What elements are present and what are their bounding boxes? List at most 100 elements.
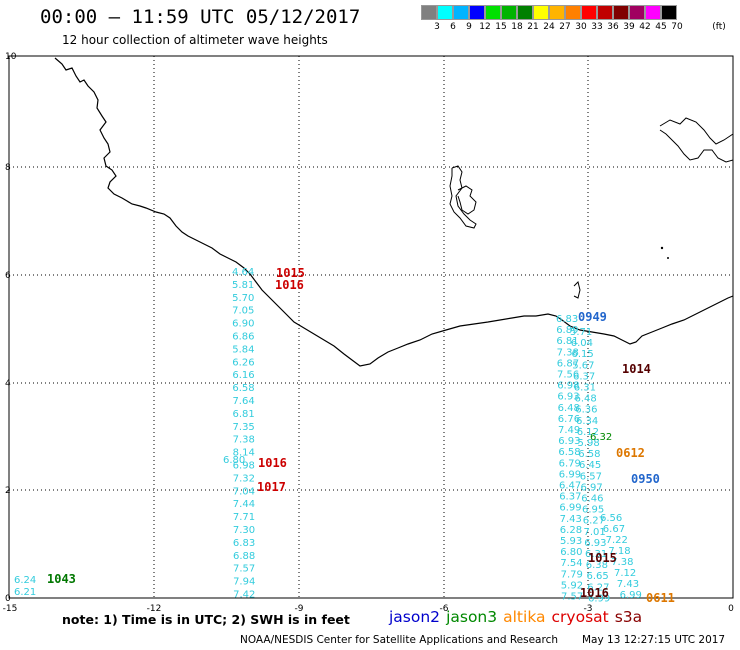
wave-height-value: 6.89	[556, 325, 578, 336]
wave-height-value: 7.04	[233, 486, 255, 497]
wave-height-value: 7.79	[561, 569, 583, 580]
wave-height-value: 6.28	[560, 525, 582, 536]
color-scale-label: 45	[655, 22, 667, 32]
wave-height-value: 7.57	[233, 564, 255, 575]
wave-height-value: 7.57	[561, 592, 583, 603]
wave-height-value: 7.38	[557, 347, 579, 358]
color-swatch	[533, 5, 549, 20]
wave-height-value: 7.35	[233, 422, 255, 433]
island-outline	[449, 165, 477, 229]
island-outline	[457, 185, 477, 215]
wave-height-value: 6.81	[556, 336, 578, 347]
coastline-path	[54, 57, 734, 367]
color-swatch	[437, 5, 453, 20]
wave-height-value: 6.47	[559, 481, 581, 492]
wave-height-value: 7.64	[232, 396, 254, 407]
color-scale	[421, 5, 677, 20]
wave-height-value: 6.98	[233, 461, 255, 472]
color-swatch	[517, 5, 533, 20]
wave-height-value: 6.27	[583, 516, 605, 527]
wave-height-value: 7.42	[233, 590, 255, 601]
color-swatch	[469, 5, 485, 20]
pass-time-label: 0611	[646, 591, 675, 605]
wave-height-value: 5.93	[560, 536, 582, 547]
wave-height-value: 6.67	[603, 524, 625, 535]
color-scale-label: 24	[543, 22, 555, 32]
wave-height-value: 7.18	[608, 546, 630, 557]
color-swatch	[629, 5, 645, 20]
wave-height-value: 7.71	[233, 512, 255, 523]
y-tick-label: 0	[5, 594, 11, 604]
color-scale-label: 9	[466, 22, 472, 32]
color-swatch	[597, 5, 613, 20]
wave-height-value: 6.26	[232, 357, 254, 368]
wave-height-value: 7.49	[558, 425, 580, 436]
wave-height-value: 7.54	[560, 558, 582, 569]
wave-height-value: 6.15	[572, 349, 594, 360]
x-tick-label: -9	[295, 604, 304, 614]
wave-height-value: 6.21	[14, 587, 36, 598]
legend-cryosat: cryosat	[551, 608, 609, 626]
color-scale-label: 21	[527, 22, 539, 32]
wave-height-value: 6.65	[587, 571, 609, 582]
wave-height-value: 6.37	[559, 492, 581, 503]
wave-height-value: 6.93	[558, 436, 580, 447]
color-scale-label: 33	[591, 22, 603, 32]
wave-height-value: 6.56	[600, 513, 622, 524]
wave-height-value: 6.79	[559, 458, 581, 469]
wave-height-value: 6.99	[588, 593, 610, 604]
pass-time-label: 1043	[47, 572, 76, 586]
wave-height-value: 6.46	[581, 494, 603, 505]
wave-height-value: 6.83	[556, 314, 578, 325]
wave-height-value: 7.05	[232, 306, 254, 317]
wave-height-value: 6.58	[578, 449, 600, 460]
color-swatch	[661, 5, 677, 20]
color-scale-label: 36	[607, 22, 619, 32]
legend-altika: altika	[503, 608, 546, 626]
wave-height-value: 6.98	[557, 381, 579, 392]
wave-height-value: 5.84	[232, 344, 254, 355]
wave-height-value: 6.16	[232, 370, 254, 381]
wave-height-value: 7.38	[611, 557, 633, 568]
color-swatch	[613, 5, 629, 20]
color-scale-labels: 3 6 9 12 15 18 21 24 27 30 33 36 39 42 45 70 (ft)	[421, 22, 740, 34]
color-scale-label: 30	[575, 22, 587, 32]
wave-height-value: 6.24	[14, 575, 36, 586]
wave-height-value: 6.90	[232, 319, 254, 330]
color-scale-label: 27	[559, 22, 571, 32]
color-swatch	[453, 5, 469, 20]
wave-height-value: 7.38	[233, 435, 255, 446]
wave-height-value: 6.80	[560, 547, 582, 558]
wave-height-value: 5.81	[232, 280, 254, 291]
wave-height-value: 4.64	[232, 267, 254, 278]
x-tick-label: 0	[728, 604, 734, 614]
pass-time-label: 1016	[580, 586, 609, 600]
color-scale-label: 39	[623, 22, 635, 32]
wave-height-value: 7.32	[233, 473, 255, 484]
wave-height-value: 7.44	[233, 499, 255, 510]
wave-height-value: 7.30	[233, 525, 255, 536]
wave-height-value: 6.31	[585, 549, 607, 560]
wave-height-value: 6.80	[223, 455, 245, 466]
color-swatch	[645, 5, 661, 20]
wave-height-value: 6.58	[558, 447, 580, 458]
wave-height-value: 6.93	[557, 392, 579, 403]
color-scale-label: 15	[495, 22, 507, 32]
wave-height-value: 6.48	[558, 403, 580, 414]
pass-time-labels: 1015101610161017094910140612095010151016…	[47, 266, 675, 605]
wave-height-value: 6.81	[232, 409, 254, 420]
wave-height-value: 7.56	[557, 370, 579, 381]
color-scale-label: 18	[511, 22, 523, 32]
color-swatch	[485, 5, 501, 20]
legend-s3a: s3a	[614, 608, 643, 626]
map-grid	[8, 55, 734, 599]
wave-height-value: 6.93	[584, 538, 606, 549]
wave-height-value: 6.38	[586, 560, 608, 571]
coastline	[54, 57, 734, 367]
wave-height-value: 6.27	[587, 582, 609, 593]
wave-height-value: 6.76	[558, 414, 580, 425]
wave-height-value: 6.36	[575, 405, 597, 416]
wave-height-value: 6.45	[579, 460, 601, 471]
wave-height-value: 7.22	[606, 535, 628, 546]
